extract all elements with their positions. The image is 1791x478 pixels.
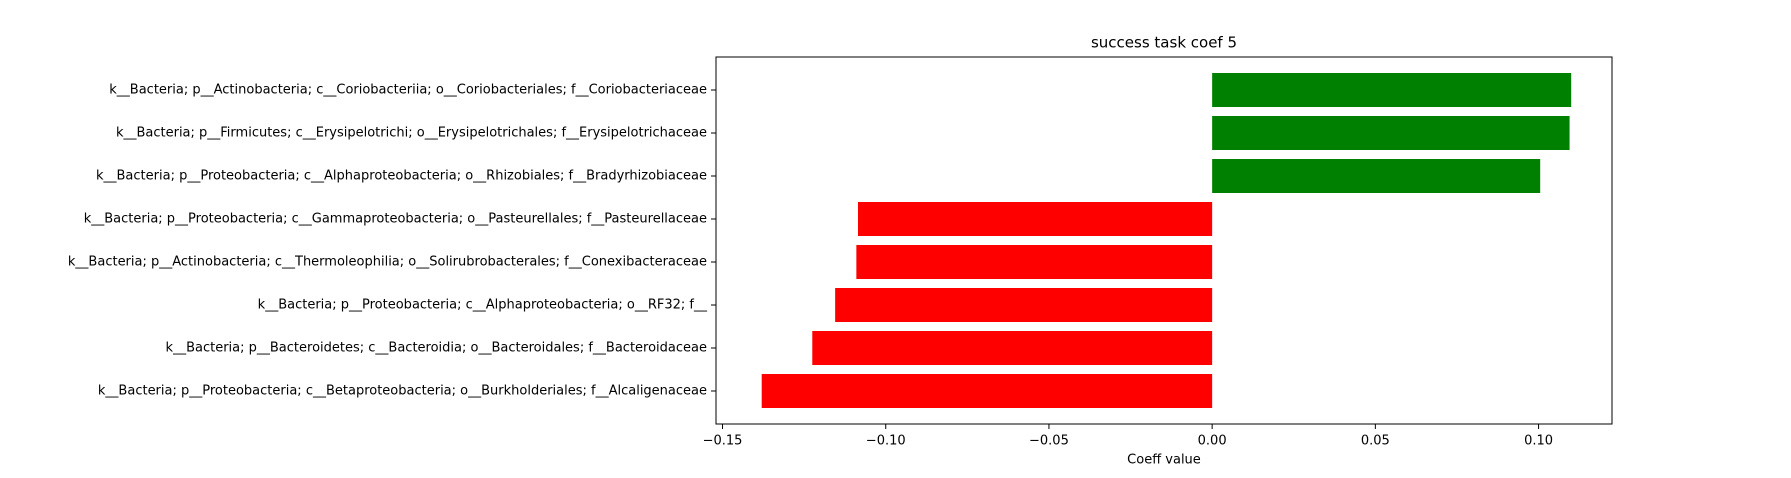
y-tick-label: k__Bacteria; p__Proteobacteria; c__Gamma… xyxy=(84,212,707,227)
y-tick-label: k__Bacteria; p__Proteobacteria; c__Alpha… xyxy=(96,169,707,184)
bar xyxy=(856,245,1213,279)
plot-frame xyxy=(715,56,1613,425)
y-tick-label: k__Bacteria; p__Firmicutes; c__Erysipelo… xyxy=(116,126,707,141)
x-ticks: −0.15 −0.10 −0.05 0.00 0.05 0.10 xyxy=(703,424,1553,449)
y-tick-label: k__Bacteria; p__Proteobacteria; c__Betap… xyxy=(98,384,707,399)
y-tick-labels: k__Bacteria; p__Actinobacteria; c__Corio… xyxy=(68,83,716,399)
x-tick-label: 0.10 xyxy=(1524,434,1553,449)
y-tick-label: k__Bacteria; p__Actinobacteria; c__Therm… xyxy=(68,255,707,270)
x-tick-label: −0.10 xyxy=(866,434,906,449)
y-tick-label: k__Bacteria; p__Actinobacteria; c__Corio… xyxy=(109,83,707,98)
bar xyxy=(1212,159,1541,193)
y-tick-label: k__Bacteria; p__Proteobacteria; c__Alpha… xyxy=(258,298,708,313)
chart-title: success task coef 5 xyxy=(1091,34,1237,52)
x-tick-label: 0.05 xyxy=(1361,434,1390,449)
bar xyxy=(761,374,1213,408)
x-tick-label: 0.00 xyxy=(1198,434,1227,449)
bar xyxy=(1212,73,1572,107)
x-tick-label: −0.15 xyxy=(703,434,743,449)
bar xyxy=(1212,116,1570,150)
x-axis-label: Coeff value xyxy=(1127,453,1201,468)
x-tick-label: −0.05 xyxy=(1029,434,1069,449)
bar xyxy=(812,331,1213,365)
bar xyxy=(857,202,1213,236)
bar xyxy=(835,288,1213,322)
y-tick-label: k__Bacteria; p__Bacteroidetes; c__Bacter… xyxy=(166,341,707,356)
bars xyxy=(761,73,1572,408)
